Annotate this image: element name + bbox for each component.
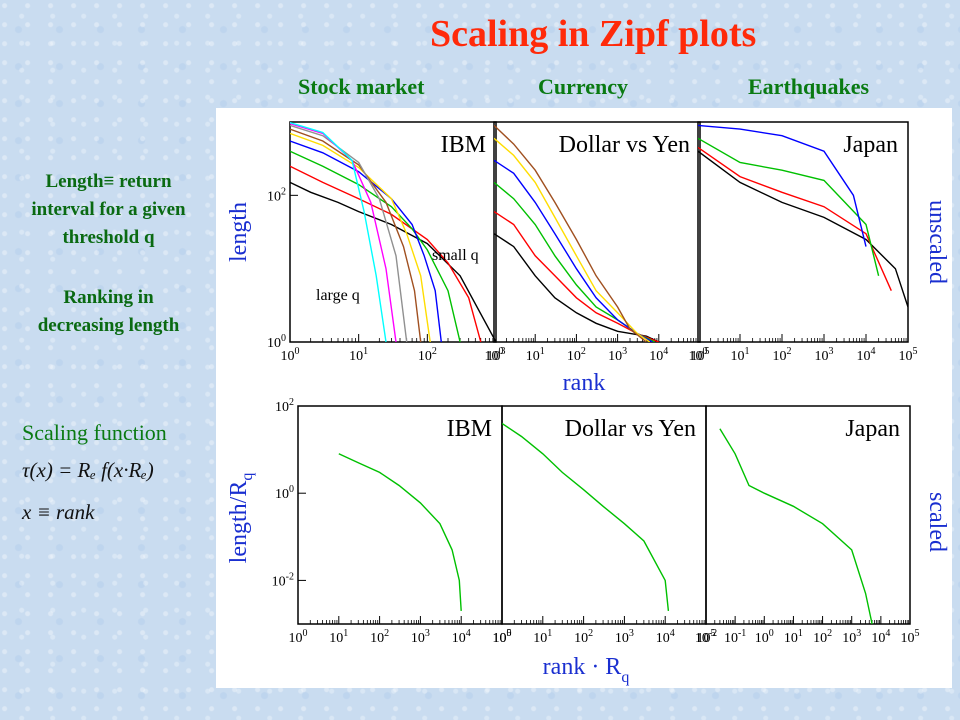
x-tick-label-3-2: 102 — [370, 628, 389, 646]
right-label-unscaled: unscaled — [924, 200, 950, 284]
series-line-1-5 — [494, 124, 647, 342]
y-axis-label-bottom: length/Rq — [226, 473, 256, 564]
panel-frame-5 — [705, 405, 911, 625]
series-line-1-0 — [494, 233, 660, 342]
series-line-2-3 — [698, 124, 867, 247]
panel-frame-1 — [493, 121, 701, 343]
definition-line-2: interval for a given — [31, 199, 186, 220]
x-tick-label-3-3: 103 — [411, 628, 430, 646]
series-line-0-3 — [290, 140, 442, 342]
x-tick-label-2-1: 101 — [731, 346, 750, 364]
x-tick-label-0-0: 100 — [281, 346, 300, 364]
ranking-line-1: Ranking in — [63, 287, 154, 308]
x-tick-label-5-7: 105 — [901, 628, 920, 646]
series-line-0-5 — [290, 128, 422, 342]
panel-title-3: IBM — [447, 416, 492, 442]
panel-title-5: Japan — [845, 416, 900, 442]
x-tick-label-1-3: 103 — [608, 346, 627, 364]
x-tick-label-5-1: 10-1 — [724, 628, 746, 646]
series-line-2-2 — [698, 137, 880, 276]
y-tick-label-3-1: 100 — [275, 484, 294, 502]
series-line-4-0 — [502, 422, 670, 611]
x-tick-label-4-2: 102 — [574, 628, 593, 646]
x-tick-label-1-4: 104 — [649, 346, 668, 364]
rank-definition-formula: x ≡ rank — [22, 500, 95, 524]
x-tick-label-2-0: 100 — [689, 346, 708, 364]
series-line-0-1 — [290, 165, 482, 342]
x-tick-label-4-0: 100 — [493, 628, 512, 646]
column-heading-earthquakes: Earthquakes — [748, 74, 870, 99]
x-tick-label-3-0: 100 — [289, 628, 308, 646]
x-axis-label-bottom: rank · Rq — [543, 654, 630, 686]
x-tick-label-0-1: 101 — [349, 346, 368, 364]
panel-title-2: Japan — [843, 132, 898, 158]
x-tick-label-3-4: 104 — [452, 628, 471, 646]
x-tick-label-5-5: 103 — [842, 628, 861, 646]
x-tick-label-2-5: 105 — [899, 346, 918, 364]
x-tick-label-3-1: 101 — [329, 628, 348, 646]
panel-title-0: IBM — [441, 132, 486, 158]
series-line-5-0 — [719, 428, 873, 624]
series-line-0-7 — [290, 122, 397, 342]
column-heading-currency: Currency — [538, 74, 629, 99]
panel-title-1: Dollar vs Yen — [559, 132, 690, 158]
x-axis-label-top: rank — [563, 370, 606, 396]
x-tick-label-2-2: 102 — [773, 346, 792, 364]
annotation-large-q: large q — [316, 287, 360, 304]
y-tick-label-3-0: 10-2 — [272, 571, 294, 589]
right-label-scaled: scaled — [924, 492, 950, 552]
series-line-1-4 — [494, 137, 651, 342]
x-tick-label-4-1: 101 — [533, 628, 552, 646]
definition-line-3: threshold q — [62, 227, 155, 248]
x-tick-label-5-6: 104 — [871, 628, 890, 646]
x-tick-label-2-3: 103 — [815, 346, 834, 364]
series-line-0-2 — [290, 150, 461, 342]
series-line-2-1 — [698, 146, 892, 291]
x-tick-label-1-0: 100 — [485, 346, 504, 364]
annotation-small-q: small q — [432, 247, 479, 264]
series-line-0-8 — [290, 122, 387, 342]
series-line-2-0 — [698, 150, 908, 308]
panel-title-4: Dollar vs Yen — [565, 416, 696, 442]
x-tick-label-5-0: 10-2 — [695, 628, 717, 646]
series-line-3-0 — [338, 453, 462, 611]
y-axis-label-top: length — [226, 202, 252, 262]
y-tick-label-3-2: 102 — [275, 397, 294, 415]
series-line-0-6 — [290, 124, 408, 342]
x-tick-label-5-2: 100 — [755, 628, 774, 646]
definition-text: Length≡ return interval for a given thre… — [6, 168, 211, 252]
scaling-formula: τ(x) = Rₑ f(x·Rₑ) — [22, 458, 154, 482]
series-line-1-1 — [494, 211, 660, 342]
x-tick-label-0-3: 103 — [487, 346, 506, 364]
x-tick-label-0-2: 102 — [418, 346, 437, 364]
panel-frame-2 — [697, 121, 909, 343]
x-tick-label-1-5: 105 — [691, 346, 710, 364]
x-tick-label-1-1: 101 — [526, 346, 545, 364]
ranking-text: Ranking in decreasing length — [6, 284, 211, 340]
y-tick-label-0-0: 100 — [267, 333, 286, 351]
x-tick-label-4-4: 104 — [656, 628, 675, 646]
x-tick-label-4-3: 103 — [615, 628, 634, 646]
definition-line-1: Length≡ return — [45, 171, 172, 192]
x-tick-label-4-5: 105 — [697, 628, 716, 646]
series-line-0-4 — [290, 132, 431, 342]
ranking-line-2: decreasing length — [37, 315, 180, 336]
x-tick-label-5-4: 102 — [813, 628, 832, 646]
scaling-function-label: Scaling function — [22, 420, 167, 445]
series-line-1-2 — [494, 181, 656, 342]
y-tick-label-0-1: 102 — [267, 186, 286, 204]
column-heading-stock: Stock market — [298, 74, 425, 99]
page-title: Scaling in Zipf plots — [430, 13, 757, 55]
x-tick-label-2-4: 104 — [857, 346, 876, 364]
x-tick-label-3-5: 105 — [493, 628, 512, 646]
zipf-figure: 100 101 102 103 100 102 IBM 100 101 102 103 104 105 D… — [216, 108, 952, 688]
x-tick-label-5-3: 101 — [784, 628, 803, 646]
panel-frame-0 — [289, 121, 497, 343]
x-tick-label-1-2: 102 — [567, 346, 586, 364]
